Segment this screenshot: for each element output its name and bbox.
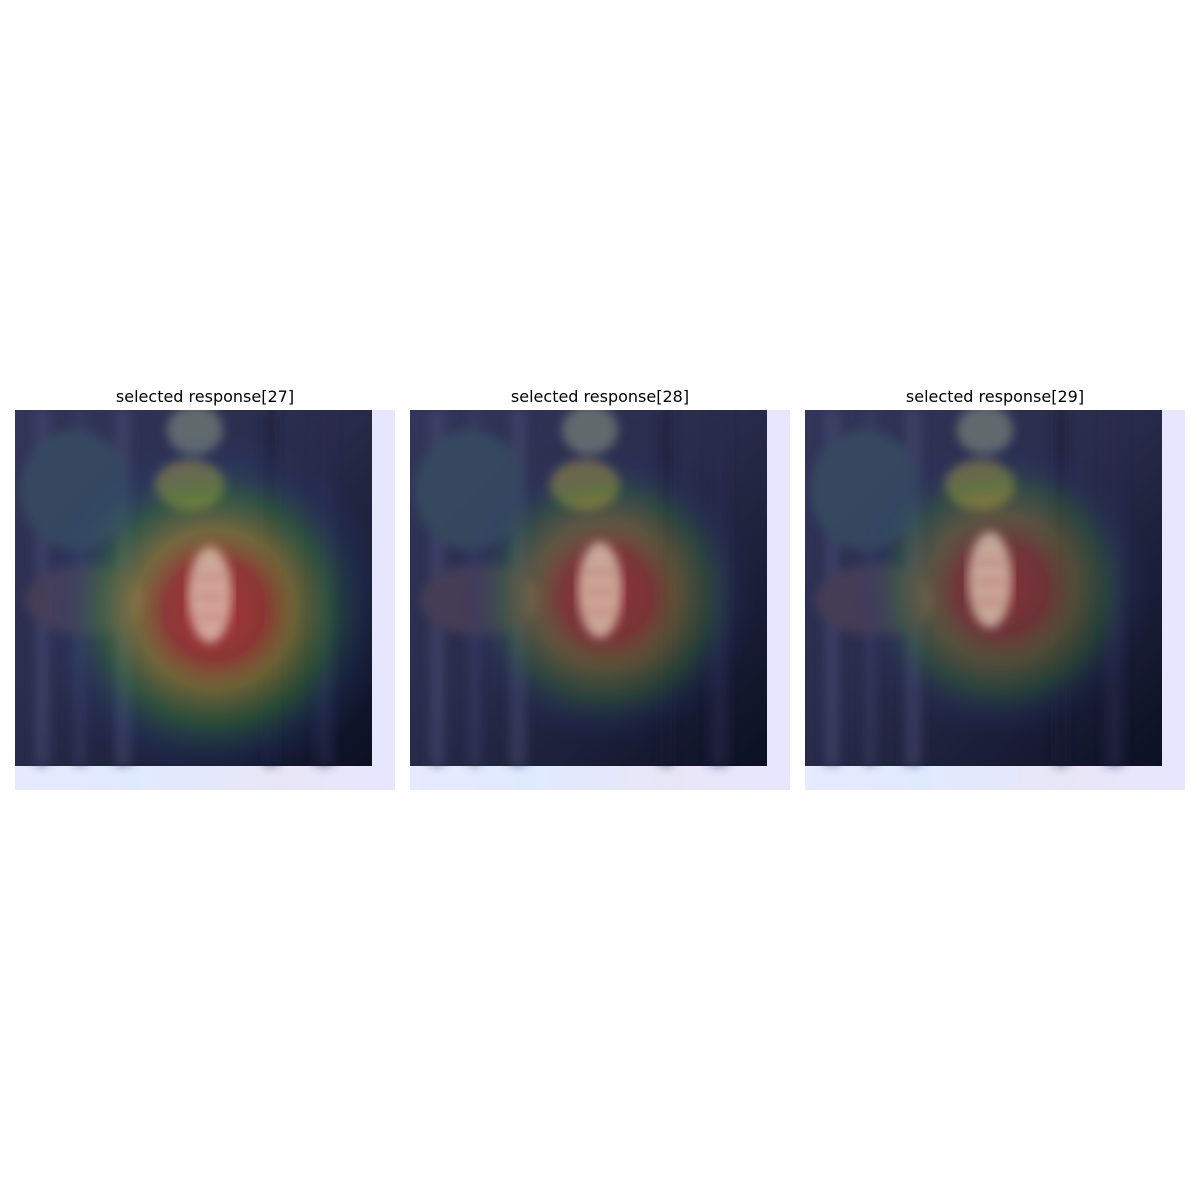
panel-27: selected response[27] bbox=[15, 383, 395, 790]
panel-title: selected response[28] bbox=[510, 387, 690, 406]
heatmap-overlay-image bbox=[15, 410, 395, 790]
panel-title: selected response[29] bbox=[905, 387, 1085, 406]
panel-title: selected response[27] bbox=[115, 387, 295, 406]
heatmap-overlay-image bbox=[805, 410, 1185, 790]
heatmap-overlay-image bbox=[410, 410, 790, 790]
panel-29: selected response[29] bbox=[805, 383, 1185, 790]
panel-28: selected response[28] bbox=[410, 383, 790, 790]
